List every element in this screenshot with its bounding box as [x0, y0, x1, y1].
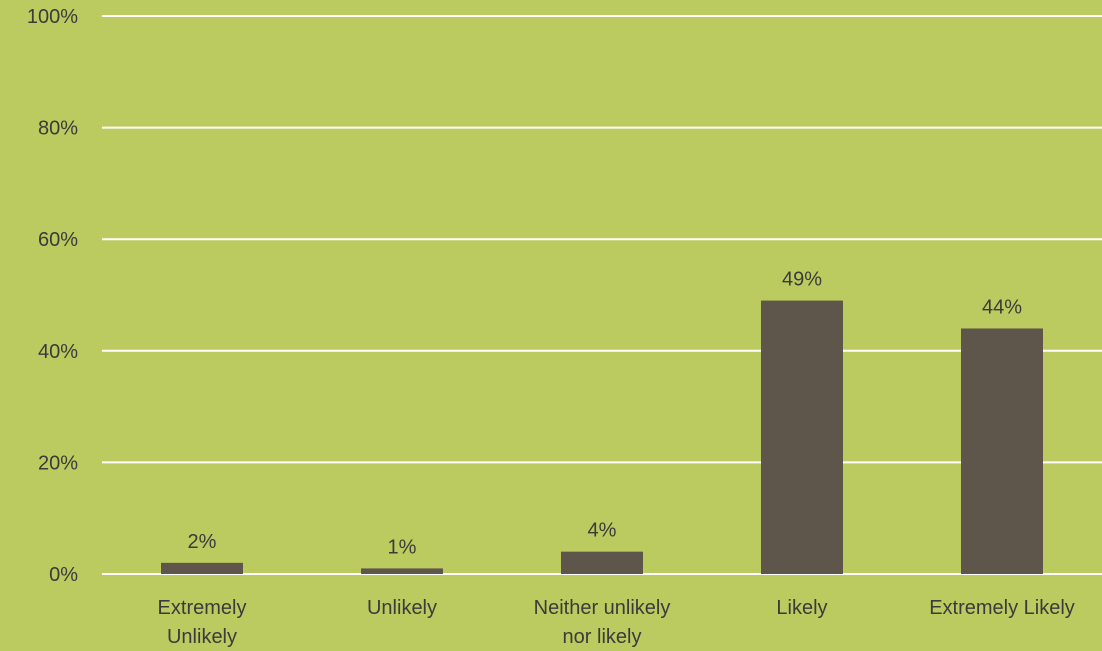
gridlines [102, 15, 1102, 575]
bar [961, 328, 1043, 574]
bar-value-label: 49% [782, 269, 822, 291]
bar [561, 551, 643, 574]
bar-value-label: 1% [388, 536, 417, 558]
x-category-label-line: Likely [776, 597, 827, 619]
x-category-label-line: Extremely Likely [929, 597, 1075, 619]
x-category-label-line: Unlikely [167, 626, 237, 648]
y-axis-tick-labels: 0% 20% 40% 60% 80% 100% [27, 6, 78, 586]
y-tick-label: 20% [38, 452, 78, 474]
x-axis-category-labels: Extremely Unlikely Unlikely Neither unlikel… [158, 597, 1075, 648]
bar [761, 300, 843, 574]
x-category-label-line: Extremely [158, 597, 247, 619]
x-category-label: Unlikely [367, 597, 437, 619]
y-tick-label: 40% [38, 341, 78, 363]
x-category-label-line: Neither unlikely [534, 597, 671, 619]
x-category-label-line: nor likely [563, 626, 642, 648]
bar [161, 562, 243, 574]
x-category-label: Neither unlikely nor likely [534, 597, 671, 648]
y-tick-label: 100% [27, 6, 78, 28]
x-category-label: Extremely Likely [929, 597, 1075, 619]
data-labels: 2% 1% 4% 49% 44% [188, 269, 1023, 559]
bar [361, 568, 443, 574]
bar-value-label: 44% [982, 296, 1022, 318]
bar-value-label: 2% [188, 531, 217, 553]
y-tick-label: 60% [38, 229, 78, 251]
y-tick-label: 80% [38, 118, 78, 140]
x-category-label: Extremely Unlikely [158, 597, 247, 648]
x-category-label: Likely [776, 597, 827, 619]
bars [161, 300, 1043, 574]
y-tick-label: 0% [49, 564, 78, 586]
bar-value-label: 4% [588, 520, 617, 542]
x-category-label-line: Unlikely [367, 597, 437, 619]
